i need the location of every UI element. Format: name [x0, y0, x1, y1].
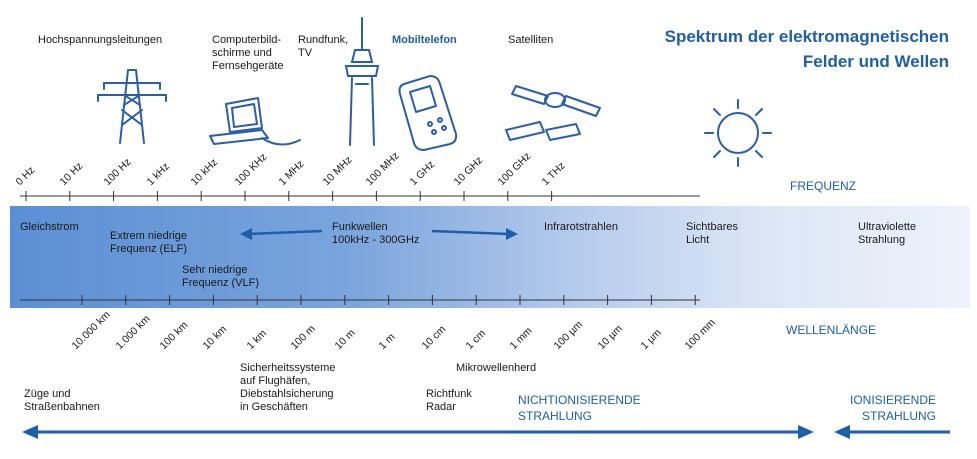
wavelength-axis-label: WELLENLÄNGE: [786, 323, 877, 337]
funkwellen-arrow: [240, 228, 518, 240]
pylon-icon: [97, 69, 167, 144]
source-label-satelliten: Satelliten: [508, 34, 554, 46]
band-label-infrarot: Infrarotstrahlen: [544, 221, 618, 233]
band-label-funkwellen: Funkwellen 100kHz - 300GHz: [332, 221, 420, 246]
wavelength-axis: [20, 295, 700, 305]
frequency-axis-label: FREQUENZ: [790, 179, 856, 193]
band-label-uv: Ultraviolette Strahlung: [858, 221, 917, 246]
band-label-elf: Extrem niedrige Frequenz (ELF): [110, 230, 188, 255]
ionizing-label: IONISIERENDE STRAHLUNG: [850, 393, 937, 423]
title-line-1: Spektrum der elektromagnetischen: [664, 27, 949, 46]
application-sicherheit: Sicherheitssysteme auf Flughäfen, Diebst…: [240, 362, 336, 413]
mobile-phone-icon: [398, 75, 458, 151]
computer-icon: [209, 97, 301, 146]
spectrum-band: [10, 206, 970, 308]
source-label-computer: Computerbild- schirme und Fernsehgeräte: [212, 34, 284, 72]
application-zuege: Züge und Straßenbahnen: [24, 388, 100, 413]
source-label-rundfunk: Rundfunk, TV: [298, 34, 349, 59]
non-ionizing-arrow: [22, 425, 814, 439]
sun-icon: [704, 99, 772, 167]
title-line-2: Felder und Wellen: [802, 52, 949, 71]
source-label-mobiltelefon: Mobiltelefon: [392, 34, 457, 46]
frequency-axis: [20, 191, 700, 201]
satellite-icon: [505, 85, 601, 141]
band-label-gleichstrom: Gleichstrom: [20, 221, 79, 233]
band-label-sichtbar: Sichtbares Licht: [686, 221, 738, 246]
non-ionizing-label: NICHTIONISIERENDE STRAHLUNG: [518, 393, 641, 423]
application-richtfunk: Richtfunk Radar: [426, 388, 472, 413]
ionizing-arrow: [834, 425, 950, 439]
radio-tower-icon: [344, 17, 380, 146]
band-label-vlf: Sehr niedrige Frequenz (VLF): [182, 264, 260, 289]
diagram-title: Spektrum der elektromagnetischen Felder …: [665, 24, 949, 74]
application-mikrowelle: Mikrowellenherd: [456, 362, 537, 374]
source-label-hochspannung: Hochspannungsleitungen: [38, 34, 163, 46]
